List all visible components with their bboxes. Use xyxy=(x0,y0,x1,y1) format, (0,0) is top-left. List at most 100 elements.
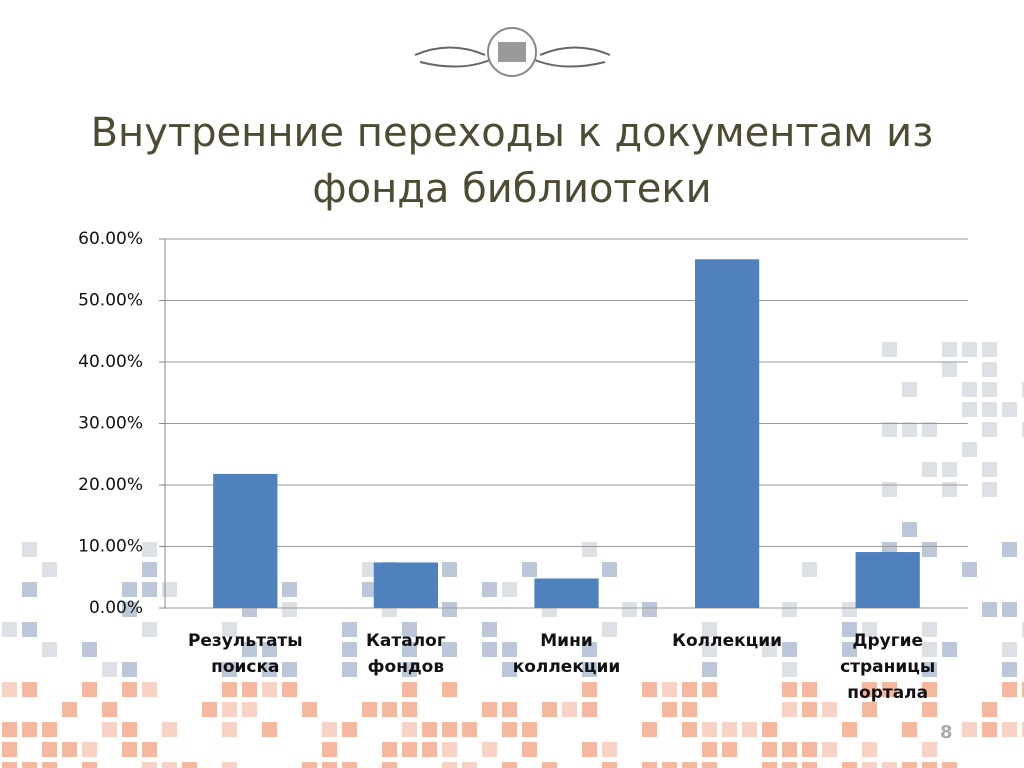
decor-square xyxy=(702,762,717,768)
decoration xyxy=(2,27,1024,768)
decor-square xyxy=(42,722,57,737)
x-tick-label: Коллекции xyxy=(672,631,783,651)
decor-square xyxy=(642,762,657,768)
decor-square xyxy=(602,762,617,768)
decor-square xyxy=(502,662,517,677)
decor-square xyxy=(582,702,597,717)
decor-square xyxy=(62,702,77,717)
decor-square xyxy=(962,342,977,357)
decor-square xyxy=(702,682,717,697)
decor-square xyxy=(542,702,557,717)
decor-square xyxy=(42,742,57,757)
decor-square xyxy=(1022,422,1024,437)
decor-square xyxy=(402,622,417,637)
decor-square xyxy=(242,682,257,697)
decor-square xyxy=(922,422,937,437)
decor-square xyxy=(482,702,497,717)
decor-square xyxy=(382,762,397,768)
decor-square xyxy=(242,642,257,657)
decor-square xyxy=(382,742,397,757)
decor-square xyxy=(882,422,897,437)
bar xyxy=(694,259,760,608)
decor-square xyxy=(442,602,457,617)
decor-square xyxy=(22,622,37,637)
decor-square xyxy=(802,702,817,717)
decor-square xyxy=(1022,682,1024,697)
decor-square xyxy=(842,602,857,617)
decor-square xyxy=(502,702,517,717)
decor-square xyxy=(222,662,237,677)
decor-square xyxy=(862,622,877,637)
decor-square xyxy=(282,602,297,617)
decor-square xyxy=(802,682,817,697)
decor-square xyxy=(102,702,117,717)
x-tick-label: Мини коллекции xyxy=(512,631,621,677)
decor-square xyxy=(442,722,457,737)
decor-square xyxy=(422,742,437,757)
decor-square xyxy=(42,642,57,657)
decor-square xyxy=(942,342,957,357)
decor-square xyxy=(922,462,937,477)
decor-square xyxy=(922,742,937,757)
decor-square xyxy=(522,742,537,757)
decor-square xyxy=(642,682,657,697)
decor-square xyxy=(902,722,917,737)
decor-square xyxy=(842,642,857,657)
decor-square xyxy=(462,762,477,768)
decor-square xyxy=(642,722,657,737)
decor-square xyxy=(1022,622,1024,637)
decor-square xyxy=(942,482,957,497)
decor-square xyxy=(742,722,757,737)
decor-square xyxy=(942,362,957,377)
decor-square xyxy=(442,642,457,657)
x-tick-label: Другие страницы портала xyxy=(840,631,936,703)
decor-square xyxy=(882,482,897,497)
decor-square xyxy=(702,742,717,757)
decor-square xyxy=(582,742,597,757)
decor-square xyxy=(482,742,497,757)
decor-square xyxy=(1002,402,1017,417)
y-tick-label: 30.00% xyxy=(78,414,143,434)
decor-square xyxy=(842,722,857,737)
decor-square xyxy=(482,642,497,657)
decor-square xyxy=(982,362,997,377)
y-tick-label: 40.00% xyxy=(78,352,143,372)
slide-title: Внутренние переходы к документам из фонд… xyxy=(90,110,934,212)
decor-square xyxy=(82,642,97,657)
decor-square xyxy=(962,382,977,397)
decor-square xyxy=(942,462,957,477)
decor-square xyxy=(982,342,997,357)
decor-square xyxy=(942,642,957,657)
logo-building xyxy=(498,42,526,62)
decor-square xyxy=(782,742,797,757)
decor-square xyxy=(822,742,837,757)
decor-square xyxy=(442,562,457,577)
decor-square xyxy=(542,762,557,768)
decor-square xyxy=(222,762,237,768)
decor-square xyxy=(642,602,657,617)
decor-square xyxy=(122,582,137,597)
decor-square xyxy=(122,682,137,697)
decor-square xyxy=(222,702,237,717)
decor-square xyxy=(582,542,597,557)
decor-square xyxy=(762,742,777,757)
y-tick-label: 10.00% xyxy=(78,537,143,557)
decor-square xyxy=(22,582,37,597)
decor-square xyxy=(902,422,917,437)
decor-square xyxy=(922,622,937,637)
decor-square xyxy=(162,582,177,597)
decor-square xyxy=(662,702,677,717)
decor-square xyxy=(302,702,317,717)
decor-square xyxy=(262,642,277,657)
decor-square xyxy=(122,722,137,737)
decor-square xyxy=(922,542,937,557)
decor-square xyxy=(402,742,417,757)
decor-square xyxy=(702,662,717,677)
decor-square xyxy=(182,762,197,768)
decor-square xyxy=(522,562,537,577)
decor-square xyxy=(782,682,797,697)
decor-square xyxy=(682,702,697,717)
decor-square xyxy=(322,722,337,737)
